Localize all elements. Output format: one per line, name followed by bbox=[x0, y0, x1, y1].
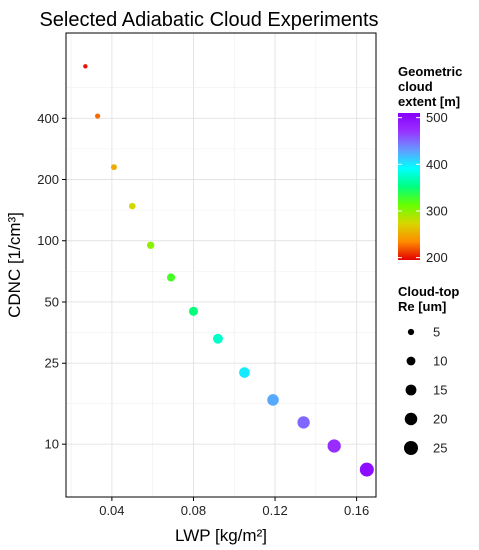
size-legend: Cloud-top Re [um] 5 10 15 20 25 bbox=[398, 284, 459, 456]
x-tick-label: 0.12 bbox=[262, 503, 287, 518]
size-legend-label: 20 bbox=[433, 412, 447, 427]
data-points bbox=[83, 64, 374, 477]
size-legend-title: Cloud-top Re [um] bbox=[398, 284, 459, 314]
x-axis-ticks: 0.04 0.08 0.12 0.16 bbox=[99, 497, 369, 518]
plot-border bbox=[65, 32, 377, 498]
size-legend-label: 15 bbox=[433, 383, 447, 398]
data-point bbox=[188, 306, 199, 316]
size-legend-label: 10 bbox=[433, 354, 447, 369]
color-legend-label: 400 bbox=[426, 157, 448, 172]
size-legend-key bbox=[407, 328, 415, 336]
data-point bbox=[166, 273, 176, 282]
x-tick-label: 0.16 bbox=[344, 503, 369, 518]
x-axis-title: LWP [kg/m²] bbox=[175, 526, 267, 545]
size-legend-label: 25 bbox=[433, 441, 447, 456]
data-point bbox=[94, 113, 101, 119]
data-point bbox=[128, 202, 136, 210]
color-legend-label: 300 bbox=[426, 204, 448, 219]
grid-lines bbox=[66, 33, 376, 497]
data-point bbox=[267, 394, 279, 406]
data-point bbox=[212, 333, 223, 344]
plot-background bbox=[66, 33, 376, 497]
y-tick-label: 25 bbox=[45, 356, 59, 371]
y-tick-label: 400 bbox=[37, 111, 59, 126]
size-legend-key bbox=[404, 412, 418, 426]
color-legend-label: 500 bbox=[426, 110, 448, 125]
y-axis-ticks: 10 25 50 100 200 400 bbox=[37, 111, 66, 452]
y-axis-title: CDNC [1/cm³] bbox=[5, 212, 24, 318]
color-legend-bar bbox=[398, 113, 420, 260]
color-legend-title-line: cloud bbox=[398, 79, 433, 94]
data-point bbox=[327, 439, 341, 453]
data-point bbox=[297, 416, 310, 429]
color-legend-label: 200 bbox=[426, 250, 448, 265]
color-legend-title-line: extent [m] bbox=[398, 94, 460, 109]
color-legend: Geometric cloud extent [m] 200 300 400 500 bbox=[398, 64, 462, 265]
chart-title: Selected Adiabatic Cloud Experiments bbox=[39, 9, 378, 31]
color-legend-title: Geometric cloud extent [m] bbox=[398, 64, 462, 109]
data-point bbox=[239, 367, 250, 378]
y-tick-label: 200 bbox=[37, 172, 59, 187]
size-legend-title-line: Re [um] bbox=[398, 299, 446, 314]
y-tick-label: 50 bbox=[45, 294, 59, 309]
color-legend-ticks: 200 300 400 500 bbox=[398, 110, 448, 265]
size-legend-key bbox=[404, 441, 418, 455]
data-point bbox=[359, 462, 374, 477]
color-legend-title-line: Geometric bbox=[398, 64, 462, 79]
size-legend-label: 5 bbox=[433, 325, 440, 340]
data-point bbox=[83, 64, 88, 69]
x-tick-label: 0.08 bbox=[181, 503, 206, 518]
size-legend-key bbox=[405, 384, 417, 396]
y-tick-label: 100 bbox=[37, 233, 59, 248]
size-legend-keys: 5 10 15 20 25 bbox=[404, 325, 447, 456]
data-point bbox=[146, 241, 155, 249]
y-tick-label: 10 bbox=[45, 437, 59, 452]
x-tick-label: 0.04 bbox=[99, 503, 124, 518]
size-legend-title-line: Cloud-top bbox=[398, 284, 459, 299]
data-point bbox=[110, 164, 117, 171]
size-legend-key bbox=[406, 356, 416, 366]
